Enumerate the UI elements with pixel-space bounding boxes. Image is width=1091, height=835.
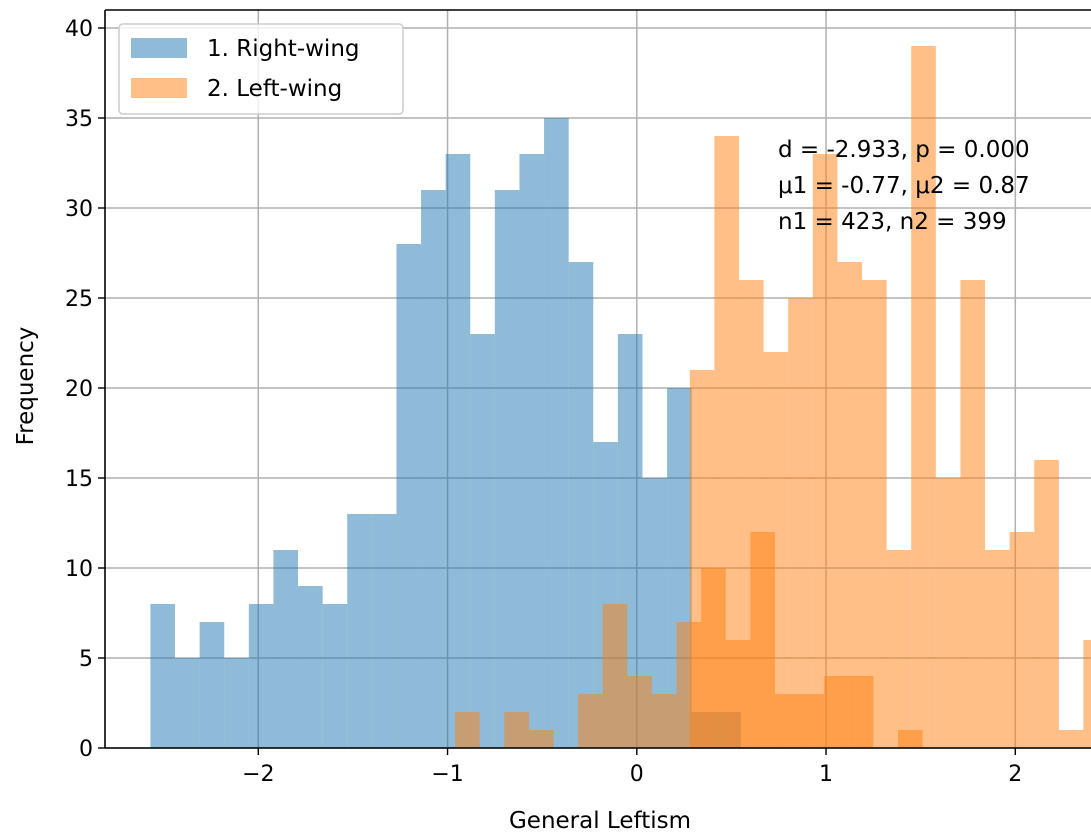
- legend-label-right-wing: 1. Right-wing: [207, 36, 360, 62]
- histogram-bar: [421, 190, 446, 748]
- x-tick-label: 0: [630, 762, 644, 787]
- histogram-bar: [689, 370, 715, 748]
- histogram-bar: [544, 118, 569, 748]
- histogram-bar: [602, 604, 628, 748]
- x-tick-label: −1: [431, 762, 463, 787]
- histogram-bar: [347, 514, 372, 748]
- y-tick-label: 20: [65, 377, 93, 402]
- y-tick-label: 30: [65, 197, 93, 222]
- histogram-bar: [568, 262, 594, 748]
- histogram-bar: [862, 280, 887, 748]
- histogram-bar: [494, 190, 520, 748]
- histogram-bar: [837, 262, 863, 748]
- y-tick-label: 15: [65, 467, 93, 492]
- histogram-bar: [445, 154, 471, 748]
- histogram-bar: [985, 550, 1010, 748]
- annotation-line-1: d = -2.933, p = 0.000: [778, 137, 1030, 163]
- legend-swatch-right-wing: [131, 38, 187, 58]
- histogram-bar: [322, 604, 348, 748]
- histogram-bar: [273, 550, 299, 748]
- histogram-bars: [150, 46, 1091, 748]
- histogram-bar: [371, 514, 397, 748]
- x-tick-label: 1: [819, 762, 833, 787]
- x-axis-label: General Leftism: [509, 808, 691, 834]
- histogram-bar: [298, 586, 323, 748]
- histogram-bar: [935, 478, 961, 748]
- histogram-bar: [911, 46, 936, 748]
- annotation-line-3: n1 = 423, n2 = 399: [778, 209, 1007, 235]
- y-tick-label: 0: [79, 737, 93, 762]
- stats-annotation: d = -2.933, p = 0.000 μ1 = -0.77, μ2 = 0…: [778, 137, 1030, 235]
- x-tick-label: −2: [242, 762, 274, 787]
- y-tick-label: 5: [79, 647, 93, 672]
- histogram-bar: [224, 658, 249, 748]
- legend-swatch-left-wing: [131, 78, 187, 98]
- y-tick-label: 10: [65, 557, 93, 582]
- histogram-bar: [175, 658, 200, 748]
- legend-box: [118, 23, 404, 115]
- histogram-bar: [714, 136, 739, 748]
- histogram-bar: [578, 694, 603, 748]
- histogram-bar: [199, 622, 225, 748]
- y-axis-label: Frequency: [13, 327, 39, 446]
- histogram-bar: [1034, 460, 1059, 748]
- histogram-bar: [960, 280, 986, 748]
- axes: [98, 9, 1091, 755]
- legend: 1. Right-wing 2. Left-wing: [118, 23, 404, 115]
- histogram-bar: [812, 154, 838, 748]
- y-tick-label: 35: [65, 107, 93, 132]
- y-tick-label: 25: [65, 287, 93, 312]
- histogram-bar: [1009, 532, 1035, 748]
- y-tick-label: 40: [65, 17, 93, 42]
- histogram-bar: [1058, 730, 1084, 748]
- histogram-bar: [1083, 640, 1091, 748]
- histogram-bar: [396, 244, 422, 748]
- histogram-bar: [788, 298, 813, 748]
- histogram-bar: [455, 712, 480, 748]
- histogram-bar: [150, 604, 176, 748]
- histogram-bar: [651, 694, 677, 748]
- histogram-bar: [470, 334, 495, 748]
- legend-label-left-wing: 2. Left-wing: [207, 76, 342, 102]
- x-tick-label: 2: [1008, 762, 1022, 787]
- histogram-bar: [528, 730, 554, 748]
- histogram-bar: [504, 712, 529, 748]
- histogram-bar: [763, 352, 789, 748]
- annotation-line-2: μ1 = -0.77, μ2 = 0.87: [778, 173, 1030, 199]
- histogram-bar: [519, 154, 545, 748]
- histogram-bar: [738, 280, 764, 748]
- histogram-bar: [886, 550, 912, 748]
- histogram-bar: [248, 604, 274, 748]
- histogram-bar: [627, 676, 652, 748]
